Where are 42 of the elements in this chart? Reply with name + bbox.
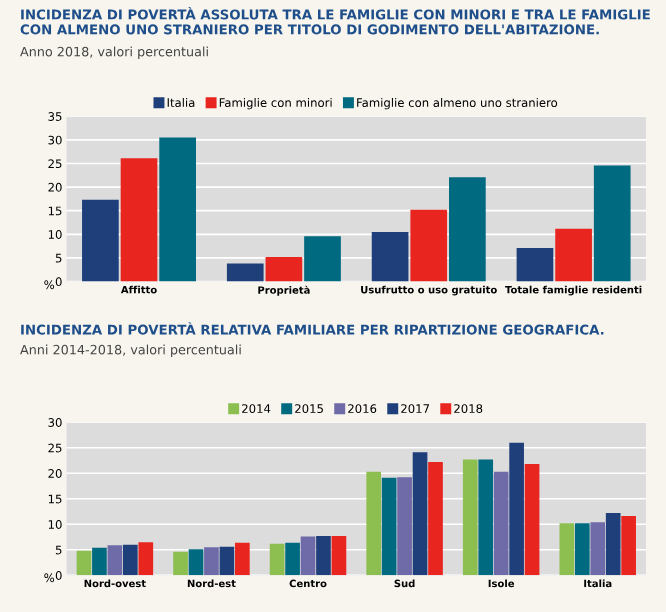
bar: [331, 536, 347, 576]
bar: [285, 542, 300, 576]
bar: [493, 471, 509, 576]
bar: [76, 550, 92, 576]
bar: [265, 256, 303, 282]
bar: [410, 209, 448, 282]
bar: [559, 523, 575, 576]
bar: [397, 477, 412, 576]
bar: [366, 471, 382, 576]
bar: [381, 477, 397, 576]
bar: [107, 545, 123, 576]
bar: [226, 263, 264, 282]
bar: [219, 546, 235, 576]
bar: [173, 551, 188, 576]
bar: [304, 236, 341, 282]
bar: [92, 547, 107, 576]
bar: [82, 199, 119, 282]
bar: [412, 452, 428, 576]
bar: [593, 165, 631, 282]
bar: [555, 228, 592, 282]
bar: [123, 544, 138, 576]
bar: [524, 464, 540, 576]
bar: [269, 543, 285, 576]
bar: [462, 459, 478, 576]
bar: [621, 516, 636, 576]
bar: [449, 177, 486, 282]
bar: [138, 542, 154, 576]
bar: [188, 549, 204, 576]
bar: [590, 522, 606, 576]
bar: [371, 231, 409, 282]
bar: [605, 513, 621, 576]
bar: [204, 547, 219, 576]
bar: [300, 536, 316, 576]
bar: [120, 158, 158, 282]
bar: [428, 462, 443, 576]
bar: [516, 248, 554, 282]
bar: [509, 442, 524, 576]
bar: [574, 523, 590, 576]
bar: [478, 459, 494, 576]
bar: [235, 542, 250, 576]
bar: [316, 536, 331, 576]
bar: [159, 137, 196, 282]
